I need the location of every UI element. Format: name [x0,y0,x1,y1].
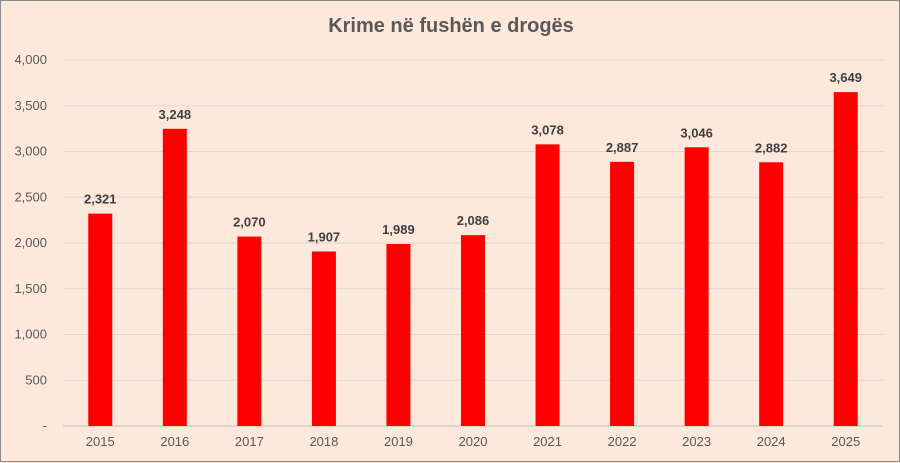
x-tick-label: 2015 [86,434,115,449]
data-label: 1,989 [382,222,415,237]
data-label: 2,086 [457,213,490,228]
chart-title: Krime në fushën e drogës [328,15,574,37]
x-tick-label: 2024 [757,434,786,449]
y-tick-label: 3,500 [14,98,47,113]
y-tick-label: 2,500 [14,189,47,204]
bar [237,236,262,426]
data-label: 3,046 [680,125,713,140]
x-tick-label: 2021 [533,434,562,449]
data-label: 3,078 [531,122,564,137]
x-tick-label: 2016 [160,434,189,449]
bar [461,235,485,426]
x-tick-label: 2018 [309,434,338,449]
bar [88,213,113,426]
bar [311,251,336,426]
bar [684,147,709,426]
x-tick-label: 2022 [608,434,637,449]
y-tick-label: - [43,418,47,433]
data-label: 2,070 [233,215,266,230]
bar [759,162,784,426]
data-label: 3,248 [159,107,192,122]
data-label: 2,887 [606,140,639,155]
bar [535,144,560,426]
bar [833,92,858,426]
x-tick-label: 2019 [384,434,413,449]
data-label: 2,882 [755,140,788,155]
x-tick-label: 2025 [831,434,860,449]
x-tick-label: 2020 [459,434,488,449]
y-tick-label: 1,500 [14,281,47,296]
bar [162,128,187,427]
y-tick-label: 2,000 [14,235,47,250]
bar [610,161,635,427]
y-tick-label: 3,000 [14,144,47,159]
bar [386,244,411,426]
y-tick-label: 4,000 [14,52,47,67]
x-tick-label: 2017 [235,434,264,449]
x-tick-label: 2023 [682,434,711,449]
data-label: 2,321 [84,192,117,207]
data-label: 1,907 [308,230,341,245]
y-tick-label: 1,000 [14,327,47,342]
data-label: 3,649 [829,70,862,85]
y-tick-label: 500 [25,372,47,387]
